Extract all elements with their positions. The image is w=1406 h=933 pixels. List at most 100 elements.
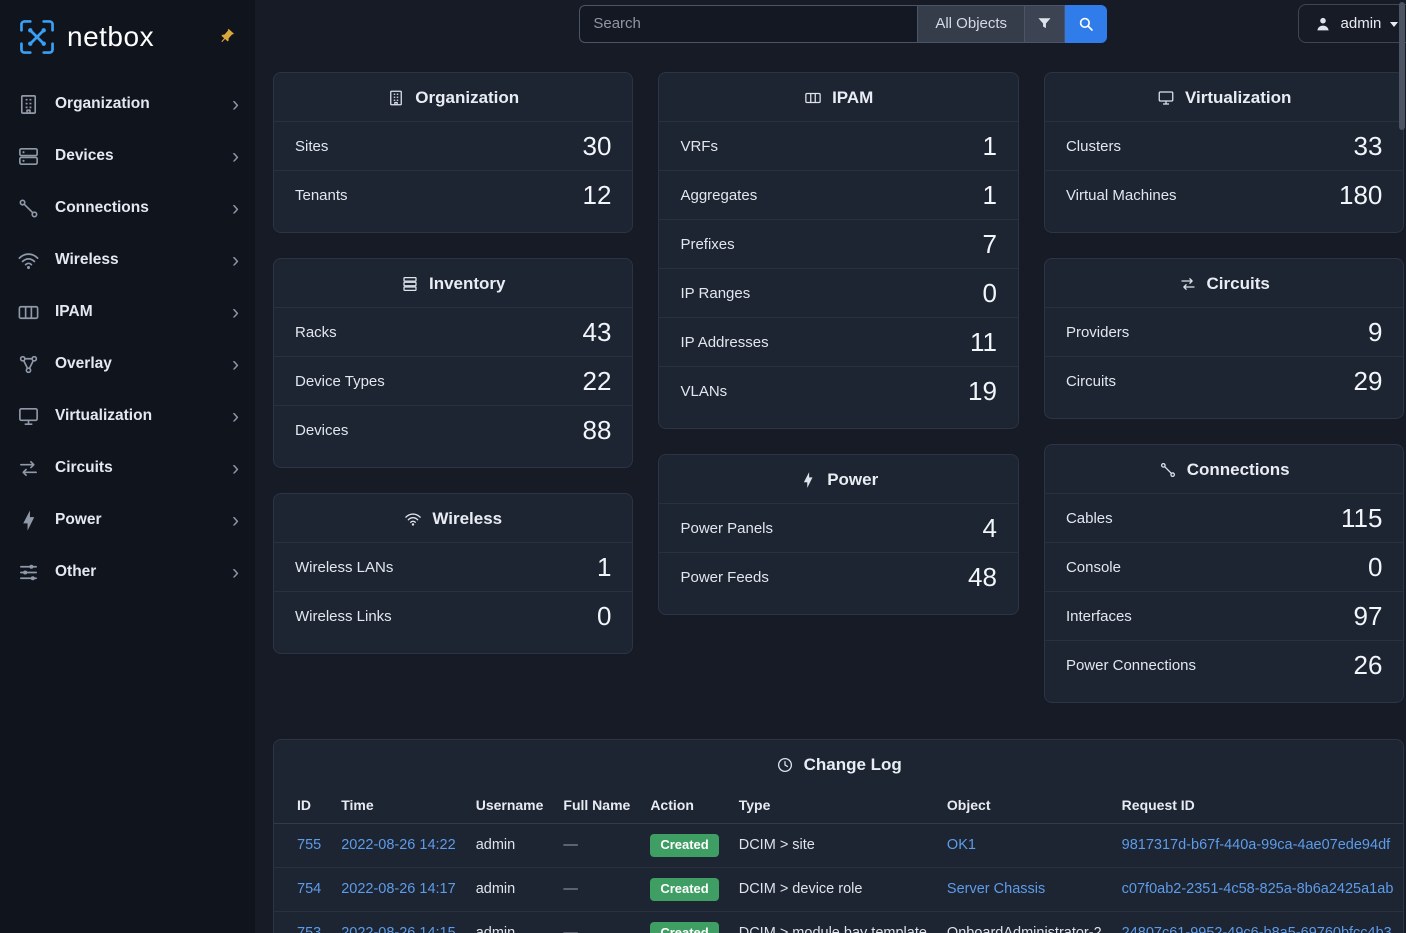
building-icon: [17, 93, 40, 116]
stat-link-ip-addresses[interactable]: IP Addresses: [680, 334, 768, 351]
change-time-link[interactable]: 2022-08-26 14:22: [341, 837, 456, 853]
stat-link-wireless-links[interactable]: Wireless Links: [295, 608, 392, 625]
stat-link-interfaces[interactable]: Interfaces: [1066, 608, 1132, 625]
virtualization-card: Virtualization Clusters 33 Virtual Machi…: [1044, 72, 1404, 233]
sidebar-item-label: IPAM: [55, 303, 93, 321]
stack-icon: [401, 275, 419, 293]
change-type: DCIM > site: [739, 837, 815, 853]
sidebar-item-label: Power: [55, 511, 102, 529]
stat-value: 115: [1341, 505, 1382, 531]
change-username: admin: [476, 881, 516, 897]
stat-row: Wireless Links 0: [274, 591, 632, 640]
connections-card: Connections Cables 115 Console 0 Interfa…: [1044, 444, 1404, 703]
pin-sidebar-icon[interactable]: [218, 28, 235, 50]
sliders-icon: [17, 561, 40, 584]
sidebar-item-wireless[interactable]: Wireless ›: [0, 234, 255, 286]
sidebar-item-label: Organization: [55, 95, 150, 113]
stat-row: Wireless LANs 1: [274, 542, 632, 591]
request-id-link[interactable]: 9817317d-b67f-440a-99ca-4ae07ede94df: [1122, 837, 1390, 853]
stat-row: Console 0: [1045, 542, 1403, 591]
search-submit-button[interactable]: [1065, 5, 1107, 43]
col-time: Time: [331, 787, 466, 824]
user-menu-button[interactable]: admin: [1298, 4, 1406, 43]
stat-value: 43: [583, 319, 612, 345]
stat-link-ip-ranges[interactable]: IP Ranges: [680, 285, 750, 302]
sidebar-item-virtualization[interactable]: Virtualization ›: [0, 390, 255, 442]
sidebar-item-overlay[interactable]: Overlay ›: [0, 338, 255, 390]
stat-link-wireless-lans[interactable]: Wireless LANs: [295, 559, 393, 576]
change-full-name: —: [563, 837, 578, 853]
change-id-link[interactable]: 753: [297, 925, 321, 933]
stat-row: IP Addresses 11: [659, 317, 1017, 366]
change-time-link[interactable]: 2022-08-26 14:15: [341, 925, 456, 933]
stat-link-power-panels[interactable]: Power Panels: [680, 520, 773, 537]
stat-value: 48: [968, 564, 997, 590]
change-object-link[interactable]: Server Chassis: [947, 881, 1045, 897]
stat-row: Aggregates 1: [659, 170, 1017, 219]
stat-link-sites[interactable]: Sites: [295, 138, 328, 155]
sidebar-item-organization[interactable]: Organization ›: [0, 78, 255, 130]
bolt-icon: [799, 471, 817, 489]
change-object-link[interactable]: OK1: [947, 837, 976, 853]
sidebar-item-label: Wireless: [55, 251, 119, 269]
sidebar-item-label: Other: [55, 563, 96, 581]
stat-value: 0: [982, 280, 996, 306]
filter-button[interactable]: [1025, 5, 1065, 43]
stat-link-prefixes[interactable]: Prefixes: [680, 236, 734, 253]
stat-link-device-types[interactable]: Device Types: [295, 373, 385, 390]
stat-link-virtual-machines[interactable]: Virtual Machines: [1066, 187, 1177, 204]
person-icon: [1314, 15, 1332, 33]
sidebar-item-ipam[interactable]: IPAM ›: [0, 286, 255, 338]
app-root: netbox Organization › Devices › Connecti…: [0, 0, 1406, 933]
search-icon: [1077, 15, 1095, 33]
stat-link-vrfs[interactable]: VRFs: [680, 138, 718, 155]
stat-link-power-feeds[interactable]: Power Feeds: [680, 569, 768, 586]
netbox-logo[interactable]: netbox: [16, 16, 154, 58]
request-id-link[interactable]: 24807c61-9952-49c6-b8a5-69760bfcc4b3: [1122, 925, 1392, 933]
card-title: Circuits: [1207, 274, 1270, 294]
sidebar-item-devices[interactable]: Devices ›: [0, 130, 255, 182]
action-badge: Created: [650, 922, 718, 933]
sidebar-item-circuits[interactable]: Circuits ›: [0, 442, 255, 494]
stat-row: Virtual Machines 180: [1045, 170, 1403, 219]
wireless-card: Wireless Wireless LANs 1 Wireless Links …: [273, 493, 633, 654]
stat-link-cables[interactable]: Cables: [1066, 510, 1113, 527]
stat-link-tenants[interactable]: Tenants: [295, 187, 348, 204]
change-id-link[interactable]: 755: [297, 837, 321, 853]
change-time-link[interactable]: 2022-08-26 14:17: [341, 881, 456, 897]
request-id-link[interactable]: c07f0ab2-2351-4c58-825a-8b6a2425a1ab: [1122, 881, 1394, 897]
stat-row: Sites 30: [274, 121, 632, 170]
topbar: All Objects admin: [255, 0, 1406, 47]
stat-link-power-connections[interactable]: Power Connections: [1066, 657, 1196, 674]
stat-link-racks[interactable]: Racks: [295, 324, 337, 341]
card-title: IPAM: [832, 88, 873, 108]
scrollbar[interactable]: [1399, 2, 1405, 130]
col-id: ID: [274, 787, 331, 824]
netbox-logo-icon: [16, 16, 58, 58]
sidebar-item-other[interactable]: Other ›: [0, 546, 255, 598]
search-bar: All Objects: [579, 5, 1107, 43]
building-icon: [387, 89, 405, 107]
col-object: Object: [937, 787, 1112, 824]
stat-value: 1: [597, 554, 611, 580]
chevron-right-icon: ›: [232, 302, 239, 323]
sidebar-item-connections[interactable]: Connections ›: [0, 182, 255, 234]
stat-link-devices[interactable]: Devices: [295, 422, 348, 439]
search-input[interactable]: [579, 5, 917, 43]
stat-link-aggregates[interactable]: Aggregates: [680, 187, 757, 204]
dashboard: Organization Sites 30 Tenants 12: [255, 47, 1406, 933]
stat-value: 22: [583, 368, 612, 394]
stat-link-clusters[interactable]: Clusters: [1066, 138, 1121, 155]
stat-link-vlans[interactable]: VLANs: [680, 383, 727, 400]
card-title: Virtualization: [1185, 88, 1291, 108]
object-type-dropdown[interactable]: All Objects: [917, 5, 1025, 43]
chevron-right-icon: ›: [232, 510, 239, 531]
change-id-link[interactable]: 754: [297, 881, 321, 897]
sidebar-item-power[interactable]: Power ›: [0, 494, 255, 546]
col-full-name: Full Name: [553, 787, 640, 824]
sidebar-item-label: Virtualization: [55, 407, 152, 425]
stat-link-providers[interactable]: Providers: [1066, 324, 1129, 341]
stat-link-circuits[interactable]: Circuits: [1066, 373, 1116, 390]
stat-value: 7: [982, 231, 996, 257]
stat-link-console[interactable]: Console: [1066, 559, 1121, 576]
